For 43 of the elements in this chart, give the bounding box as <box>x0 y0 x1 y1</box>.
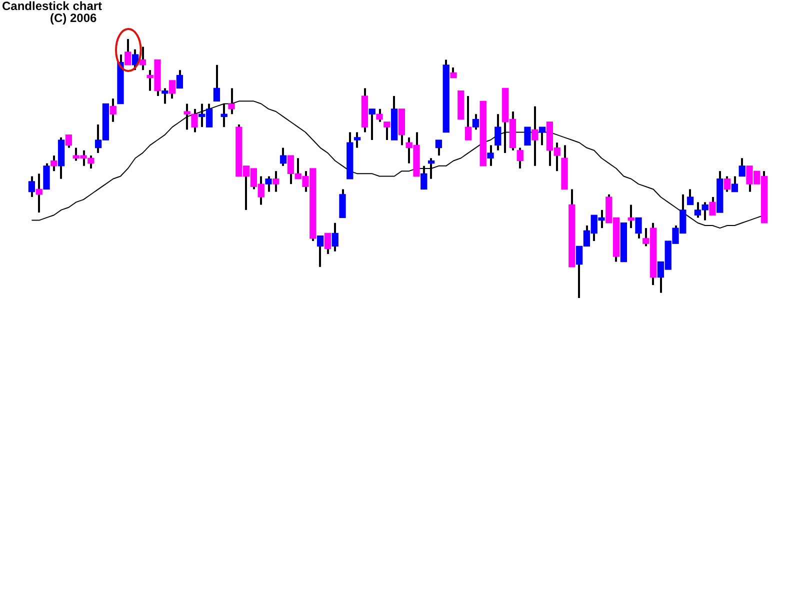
candlestick <box>686 188 694 206</box>
candlestick <box>538 126 546 146</box>
candlestick <box>494 113 502 152</box>
candlestick <box>176 69 184 90</box>
candlestick <box>354 131 361 149</box>
candlestick <box>213 64 220 102</box>
candlestick <box>65 134 72 149</box>
candlestick <box>709 196 716 216</box>
candlestick <box>50 154 58 172</box>
candlestick <box>316 234 324 268</box>
candlestick <box>124 38 132 66</box>
candlestick <box>435 139 442 157</box>
candlestick <box>376 108 383 123</box>
candlestick <box>265 175 272 193</box>
candlestick <box>724 175 731 193</box>
candlestick <box>532 105 538 167</box>
candlestick <box>738 157 746 178</box>
candlestick <box>339 188 346 219</box>
candlestick <box>162 87 168 105</box>
candlestick <box>628 204 634 230</box>
candlestick <box>28 175 36 198</box>
candlestick <box>450 66 457 79</box>
candlestick <box>368 108 376 142</box>
candlestick <box>110 98 116 123</box>
candlestick <box>384 120 390 142</box>
candlestick <box>428 157 435 180</box>
candlestick <box>487 144 494 167</box>
text: (C) 2006 <box>50 11 97 25</box>
candlestick <box>324 232 332 255</box>
candlestick <box>420 164 428 190</box>
candlestick <box>524 126 531 146</box>
candlestick <box>272 170 280 193</box>
candlestick <box>516 146 524 170</box>
candlestick <box>635 216 642 240</box>
candlestick <box>43 162 50 190</box>
candlestick <box>36 172 42 214</box>
candlestick <box>472 113 480 131</box>
candlestick <box>280 146 287 167</box>
candlestick <box>168 79 176 100</box>
candlestick <box>464 94 472 142</box>
candlestick <box>731 175 738 193</box>
candlestick <box>332 222 338 252</box>
chart-title: Candlestick chart <box>2 0 102 13</box>
